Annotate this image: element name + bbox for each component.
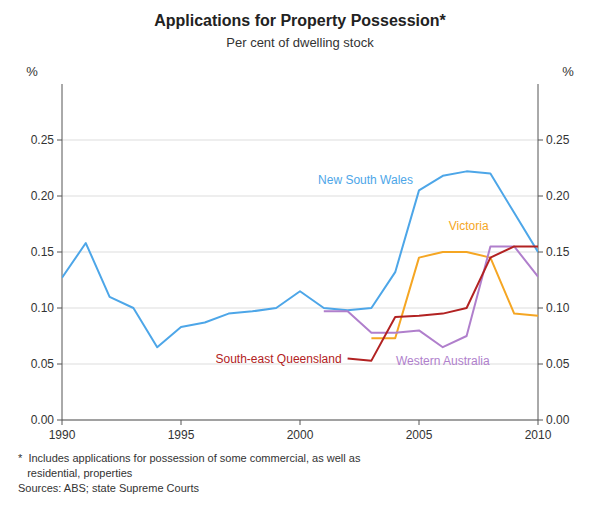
- y-tick: [57, 420, 62, 421]
- y-tick: [57, 196, 62, 197]
- grid: [62, 140, 538, 420]
- x-tick-label: 2005: [406, 428, 433, 442]
- y2-tick: [538, 308, 543, 309]
- y2-tick: [538, 420, 543, 421]
- series-label: New South Wales: [318, 173, 413, 187]
- series-line: [348, 246, 538, 360]
- y-tick: [57, 308, 62, 309]
- x-tick: [300, 420, 301, 425]
- y2-tick: [538, 252, 543, 253]
- y-tick-label: 0.25: [31, 133, 55, 147]
- y2-tick-label: 0.00: [546, 413, 570, 427]
- grid-line: [62, 196, 538, 197]
- x-tick: [181, 420, 182, 425]
- lines: [62, 171, 538, 360]
- series-label: Victoria: [449, 219, 489, 233]
- y-tick-label: 0.00: [31, 413, 55, 427]
- x-tick: [419, 420, 420, 425]
- series-line: [371, 252, 538, 338]
- y2-tick-label: 0.05: [546, 357, 570, 371]
- y2-tick-label: 0.10: [546, 301, 570, 315]
- y2-axis-label: %: [562, 64, 574, 79]
- y-tick-label: 0.20: [31, 189, 55, 203]
- series-label: South-east Queensland: [216, 352, 342, 366]
- y2-tick: [538, 196, 543, 197]
- footnote: * Includes applications for possession o…: [18, 452, 361, 494]
- y-axis-label: %: [26, 64, 38, 79]
- y2-tick: [538, 140, 543, 141]
- series-label: Western Australia: [396, 354, 490, 368]
- series-line: [62, 171, 538, 347]
- series-line: [324, 246, 538, 347]
- series-labels: New South Wales Victoria Western Australia…: [216, 173, 491, 368]
- y2-tick-label: 0.15: [546, 245, 570, 259]
- grid-line: [62, 140, 538, 141]
- y-tick: [57, 364, 62, 365]
- y2-tick: [538, 364, 543, 365]
- x-tick: [62, 420, 63, 425]
- subtitle: Per cent of dwelling stock: [226, 35, 374, 50]
- chart: Applications for Property Possession* Per…: [0, 0, 600, 520]
- axes: 199019952000200520100.000.050.100.150.20…: [31, 84, 570, 442]
- y-tick-label: 0.15: [31, 245, 55, 259]
- y2-tick-label: 0.25: [546, 133, 570, 147]
- x-tick-label: 1990: [49, 428, 76, 442]
- x-tick-label: 1995: [168, 428, 195, 442]
- y2-tick-label: 0.20: [546, 189, 570, 203]
- x-tick-label: 2000: [287, 428, 314, 442]
- y-tick: [57, 252, 62, 253]
- x-tick: [538, 420, 539, 425]
- title: Applications for Property Possession*: [154, 12, 446, 29]
- x-tick-label: 2010: [525, 428, 552, 442]
- y-tick-label: 0.05: [31, 357, 55, 371]
- y-tick-label: 0.10: [31, 301, 55, 315]
- y-tick: [57, 140, 62, 141]
